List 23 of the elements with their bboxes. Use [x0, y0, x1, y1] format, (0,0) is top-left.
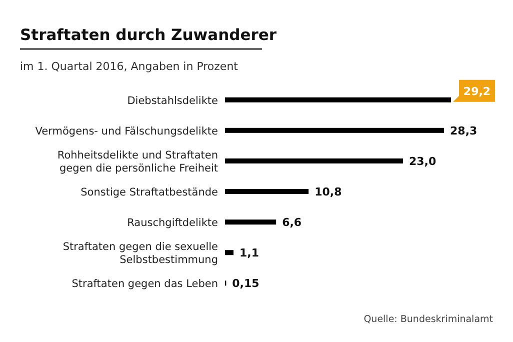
bar — [225, 128, 444, 133]
data-label: 23,0 — [409, 154, 436, 168]
data-label: 0,15 — [232, 277, 260, 290]
bar — [225, 97, 451, 102]
data-label: 1,1 — [240, 246, 260, 260]
bar — [225, 189, 309, 194]
y-tick-label: Vermögens- und Fälschungsdelikte — [35, 125, 218, 138]
bar — [225, 220, 276, 225]
y-tick-label: Straftaten gegen die sexuelle Selbstbestimmung — [62, 241, 218, 266]
data-label: 28,3 — [450, 124, 478, 138]
y-tick-label: Diebstahlsdelikte — [127, 94, 218, 107]
bar — [225, 250, 234, 256]
y-tick-label: Straftaten gegen das Leben — [72, 278, 218, 290]
text: im 1. Quartal 2016, Angaben in Prozent — [20, 60, 239, 73]
y-tick-label: Rauschgiftdelikte — [127, 217, 218, 230]
data-label: 6,6 — [282, 216, 302, 230]
y-tick-label: Rohheitsdelikte und Straftaten gegen die persönliche Freiheit — [57, 149, 218, 174]
y-tick-label: Sonstige Straftatbestände — [80, 186, 218, 198]
data-label: 29,2 — [463, 84, 491, 98]
data-label: 10,8 — [314, 186, 342, 198]
source-note: Quelle: Bundeskriminalamt — [364, 314, 494, 325]
bar — [225, 158, 404, 164]
chart-title: Straftaten durch Zuwanderer — [20, 26, 277, 44]
